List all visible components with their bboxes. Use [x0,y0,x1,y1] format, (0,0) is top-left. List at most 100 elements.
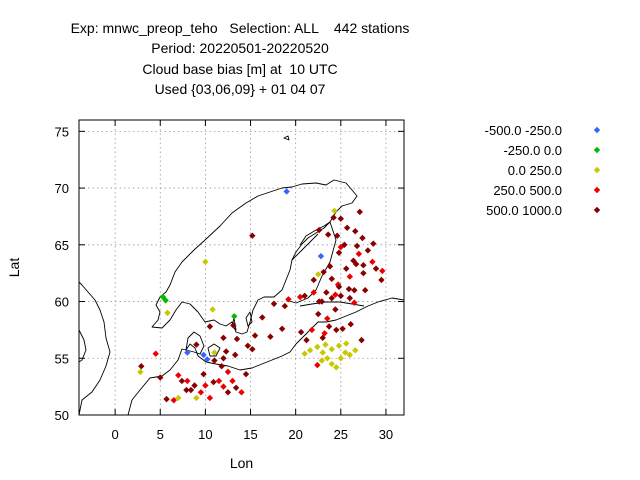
legend-marker-3 [593,186,601,194]
data-point-s4-31 [360,269,367,277]
data-point-s3-16 [355,250,363,258]
data-point-s4-64 [267,333,274,340]
data-point-s2-9 [315,271,322,278]
data-point-s4-60 [319,334,326,342]
data-point-s4-37 [343,224,351,231]
legend-marker-1 [593,146,601,154]
data-point-s3-19 [310,289,317,296]
data-point-s2-24 [318,357,326,364]
coastline-scandinavia [151,179,358,335]
data-points [137,188,386,404]
data-point-s2-22 [322,341,329,348]
coastline-finland [285,221,337,304]
data-point-s4-6 [200,370,207,378]
data-point-s4-41 [335,249,343,256]
data-point-s2-13 [328,360,335,368]
data-point-s3-5 [220,383,227,390]
data-point-s2-20 [352,347,359,354]
coastline-zealand [207,343,221,357]
data-point-s2-8 [306,347,314,354]
data-point-s4-27 [337,292,345,300]
data-point-s3-4 [215,377,223,385]
data-point-s3-7 [238,389,245,396]
data-point-s2-4 [211,349,218,356]
data-point-s4-44 [326,263,334,270]
data-point-s4-48 [337,215,345,222]
chart-title-line-4: Used {03,06,09} + 01 04 07 [154,81,326,97]
data-point-s4-54 [318,298,326,305]
data-point-s3-26 [314,361,321,369]
data-point-s4-62 [297,328,305,336]
x-tick-label-1: 5 [157,427,164,442]
data-point-s2-18 [335,342,343,349]
plot-frame [78,119,405,416]
data-point-s2-23 [343,340,350,347]
data-point-s4-19 [233,335,241,343]
data-point-s4-75 [353,242,361,250]
data-point-s4-55 [332,306,339,313]
data-point-s4-33 [378,276,385,284]
chart-title-line-3: Cloud base bias [m] at 10 UTC [142,61,338,77]
data-point-s0-3 [203,356,211,363]
data-point-s4-67 [259,314,266,321]
coastline-denmark [185,331,205,355]
x-tick-label-0: 0 [111,427,118,442]
data-point-s4-23 [310,276,317,284]
y-tick-label-2: 60 [55,295,69,310]
data-point-s4-71 [220,355,227,362]
data-point-s4-28 [345,285,353,293]
data-point-s4-47 [315,226,323,234]
data-point-s2-10 [331,207,338,214]
data-point-s4-73 [358,336,365,344]
data-point-s3-10 [202,382,209,389]
legend-marker-2 [593,166,601,174]
data-point-s4-35 [359,234,366,242]
x-tick-label-4: 20 [288,427,302,442]
data-point-s4-51 [360,262,367,269]
data-point-s4-43 [343,265,350,272]
data-point-s4-13 [251,332,259,339]
data-point-s4-72 [347,321,354,328]
data-point-s2-11 [319,349,326,356]
data-point-s3-14 [324,315,331,322]
data-point-s4-4 [183,386,190,394]
data-point-s3-12 [285,296,292,303]
data-point-s1-2 [231,313,238,320]
data-point-s4-58 [333,326,340,334]
data-point-s1-1 [162,297,169,304]
data-point-s3-6 [229,377,236,385]
coastline-gotland [245,311,253,327]
axes: 0 5 10 15 20 25 30 50 55 60 65 70 75 Lon Lat [6,119,405,471]
data-point-s4-15 [206,323,214,330]
y-tick-label-0: 50 [55,408,69,423]
legend-label-3: 250.0 500.0 [493,183,562,198]
data-point-s3-9 [184,377,191,385]
legend-label-2: 0.0 250.0 [508,163,562,178]
data-point-s2-19 [346,351,354,359]
data-point-s4-9 [224,389,232,396]
data-point-s3-1 [175,372,182,379]
x-tick-label-3: 15 [243,427,257,442]
data-point-s2-7 [301,350,308,357]
data-point-s2-6 [193,394,200,402]
data-point-s4-12 [249,345,256,353]
data-point-s0-4 [317,252,325,260]
coastline-ireland [78,329,87,363]
coastline-britain [78,281,111,416]
data-point-s4-50 [352,260,360,268]
data-point-s4-52 [335,283,343,290]
data-point-s2-2 [202,258,209,266]
legend-label-0: -500.0 -250.0 [485,123,562,138]
data-point-s4-30 [361,286,369,294]
data-point-s3-24 [332,291,339,298]
data-point-s2-17 [328,345,335,353]
data-point-s4-1 [157,374,164,381]
data-point-s4-29 [351,286,358,294]
data-point-s2-0 [137,368,144,376]
data-point-s4-32 [372,265,380,272]
data-point-s4-56 [315,310,322,318]
data-point-s3-22 [351,299,358,306]
coastline-bear-island [283,135,290,141]
data-point-s0-0 [283,188,290,195]
